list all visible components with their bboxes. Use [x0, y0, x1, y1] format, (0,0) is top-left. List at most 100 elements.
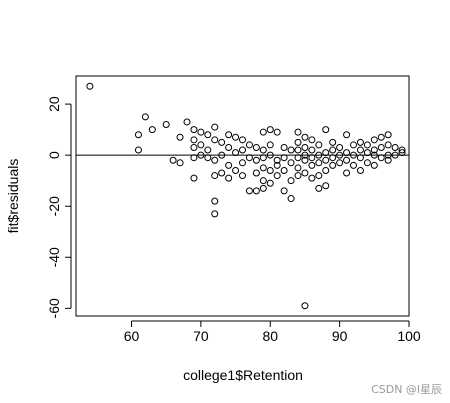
data-point	[280, 143, 288, 151]
data-point	[329, 138, 337, 146]
data-point	[245, 141, 253, 149]
data-point	[280, 187, 288, 195]
data-point	[273, 172, 281, 180]
data-point	[370, 161, 378, 169]
data-point	[308, 146, 316, 154]
data-point	[356, 138, 364, 146]
data-point	[259, 154, 267, 162]
data-point	[232, 133, 240, 141]
data-point	[218, 138, 226, 146]
data-point	[384, 151, 392, 159]
data-point	[294, 154, 302, 162]
data-point	[197, 151, 205, 159]
data-point	[315, 184, 323, 192]
data-point	[308, 174, 316, 182]
data-point	[322, 182, 330, 190]
data-point	[211, 210, 219, 218]
data-point	[377, 143, 385, 151]
data-point	[315, 141, 323, 149]
data-point	[294, 172, 302, 180]
y-tick-label: -60	[46, 298, 62, 318]
data-point	[370, 136, 378, 144]
data-point	[294, 164, 302, 172]
data-point	[315, 172, 323, 180]
data-point	[391, 143, 399, 151]
data-point	[266, 166, 274, 174]
data-point	[336, 143, 344, 151]
data-point	[329, 146, 337, 154]
data-point	[225, 131, 233, 139]
data-point	[363, 149, 371, 157]
data-point	[287, 159, 295, 167]
x-axis-label: college1$Retention	[183, 367, 303, 383]
data-point	[308, 154, 316, 162]
x-tick-label: 70	[193, 328, 209, 344]
data-point	[280, 166, 288, 174]
data-point	[239, 136, 246, 144]
data-point	[294, 146, 302, 154]
data-point	[259, 164, 267, 172]
data-point	[356, 166, 364, 174]
data-point	[176, 133, 184, 141]
data-point	[211, 156, 219, 164]
data-point	[134, 146, 142, 154]
data-point	[239, 146, 246, 154]
data-point	[308, 136, 316, 144]
data-point	[370, 146, 378, 154]
data-point	[259, 146, 267, 154]
data-point	[239, 159, 246, 167]
data-point	[315, 159, 323, 167]
y-tick-label: 0	[46, 151, 62, 159]
data-point	[301, 133, 309, 141]
x-tick-label: 100	[397, 328, 421, 344]
y-axis-label: fit$residuals	[5, 159, 21, 234]
data-point	[232, 166, 240, 174]
data-point	[211, 172, 219, 180]
data-point	[259, 128, 267, 136]
data-point	[197, 141, 205, 149]
data-point	[211, 136, 219, 144]
data-point	[266, 179, 274, 187]
data-point	[266, 141, 274, 149]
data-point	[211, 197, 219, 205]
data-point	[363, 159, 371, 167]
y-tick-label: -40	[46, 247, 62, 267]
data-point	[273, 161, 281, 169]
data-point	[370, 151, 378, 159]
data-point	[259, 177, 267, 185]
data-point	[252, 156, 260, 164]
data-point	[336, 151, 344, 159]
data-point	[280, 154, 288, 162]
data-point	[141, 113, 149, 121]
data-point	[252, 187, 260, 195]
data-point	[384, 141, 392, 149]
data-point	[322, 149, 330, 157]
y-axis: 20 0 -20 -40 -60	[46, 96, 72, 318]
data-point	[197, 128, 205, 136]
data-point	[287, 177, 295, 185]
data-point	[287, 195, 295, 203]
data-point	[384, 156, 392, 164]
data-point	[252, 143, 260, 151]
watermark: CSDN @l星辰	[371, 383, 442, 396]
data-point	[343, 169, 351, 177]
y-tick-label: 20	[46, 96, 62, 112]
data-point	[162, 121, 170, 129]
data-point	[350, 141, 357, 149]
data-point	[329, 154, 337, 162]
y-tick-label: -20	[46, 196, 62, 216]
plot-box	[75, 75, 410, 317]
data-point	[245, 187, 253, 195]
data-point	[169, 156, 177, 164]
data-point	[245, 154, 253, 162]
data-points	[86, 82, 406, 310]
data-point	[204, 154, 212, 162]
data-point	[308, 161, 316, 169]
data-point	[266, 151, 274, 159]
data-point	[343, 156, 351, 164]
data-point	[134, 131, 142, 139]
data-point	[204, 146, 212, 154]
data-point	[322, 126, 330, 134]
data-point	[315, 151, 323, 159]
